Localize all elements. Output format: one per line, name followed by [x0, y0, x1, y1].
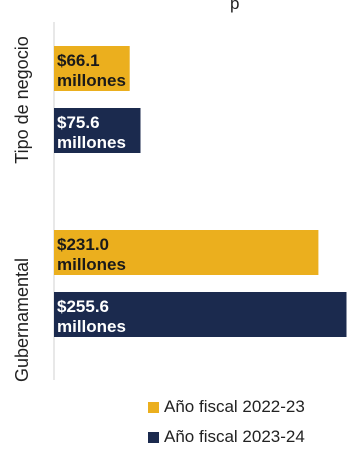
category-label-tipo-de-negocio: Tipo de negocio	[12, 36, 32, 163]
legend-label-2023-24: Año fiscal 2023-24	[164, 427, 305, 446]
legend-item-2023-24: Año fiscal 2023-24	[148, 422, 305, 452]
data-label-gubernamental-2022-23: $231.0 millones	[57, 235, 126, 274]
legend-label-2022-23: Año fiscal 2022-23	[164, 397, 305, 416]
legend-item-2022-23: Año fiscal 2022-23	[148, 392, 305, 422]
data-label-tipo-de-negocio-2023-24: $75.6 millones	[57, 113, 126, 152]
legend-swatch-2023-24	[148, 431, 159, 443]
data-label-gubernamental-2023-24: $255.6 millones	[57, 297, 126, 336]
legend: Año fiscal 2022-23 Año fiscal 2023-24	[148, 392, 305, 452]
bar-tipo-de-negocio-2023-24	[54, 108, 141, 153]
chart-title-fragment: p	[230, 0, 240, 13]
data-label-tipo-de-negocio-2022-23: $66.1 millones	[57, 51, 126, 90]
legend-swatch-2022-23	[148, 401, 159, 413]
bar-tipo-de-negocio-2022-23	[54, 46, 130, 91]
bar-gubernamental-2023-24	[54, 292, 347, 337]
category-label-gubernamental: Gubernamental	[12, 258, 32, 382]
bar-gubernamental-2022-23	[54, 230, 319, 275]
